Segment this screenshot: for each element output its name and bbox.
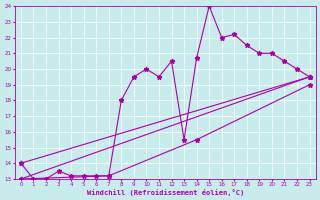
X-axis label: Windchill (Refroidissement éolien,°C): Windchill (Refroidissement éolien,°C) (87, 189, 244, 196)
